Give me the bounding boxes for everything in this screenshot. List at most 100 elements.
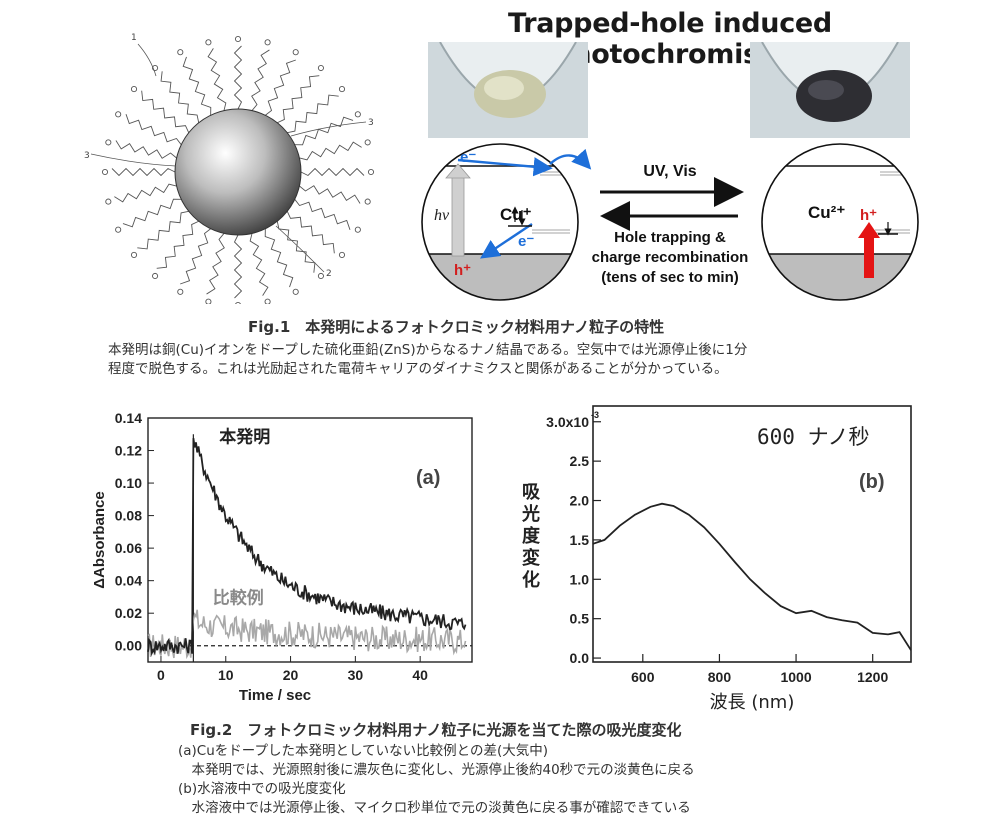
ligand-end-group [205,39,212,46]
series-line-比較例 [147,609,467,660]
ligand-end-group [292,288,299,295]
ligand-end-group [367,168,375,176]
ligand-chain [137,210,189,250]
panel-title: Trapped-hole induced photochromism [508,8,832,70]
fig1-title: Fig.1 本発明によるフォトクロミック材料用ナノ粒子の特性 [248,318,665,336]
y-tick-label: 0.06 [115,540,142,556]
y-tick-label: 0.14 [115,410,142,426]
label-e-bottom: e⁻ [518,233,534,250]
ligand-chain [251,49,270,111]
leader-line-1 [137,43,157,77]
fig1-caption-line2: 程度で脱色する。これは光励起された電荷キャリアのダイナミクスと関係があることが分… [108,361,728,377]
y-axis-label-char: 変 [522,547,540,569]
ligand-end-group [177,49,184,56]
fig2-caption-line3: (b)水溶液中での吸光度変化 [178,781,346,797]
illust-label-1: 1 [131,33,137,43]
ligand-chain [294,199,351,230]
x-tick-label: 0 [157,667,165,683]
y-tick-label: 2.0 [570,493,590,509]
y-tick-label: 0.00 [115,638,142,654]
label-cu2-plus: Cu²⁺ [808,203,845,222]
ligand-end-group [292,49,299,56]
annotation-time: 600 ナノ秒 [757,425,870,449]
ligand-chain [264,228,294,288]
label-hole-trapping-3: (tens of sec to min) [601,269,739,286]
y-axis-label-char: 光 [521,503,540,525]
ligand-end-group [105,139,112,146]
ligand-end-group [130,251,138,258]
y-axis-label-char: 化 [522,569,540,591]
photo-after [750,42,910,138]
y-axis-label: ΔAbsorbance [91,491,108,588]
ligand-end-group [115,226,122,233]
x-tick-label: 20 [283,667,299,683]
y-tick-label: 0.12 [115,443,142,459]
y-tick-label: 0.10 [115,475,142,491]
ligand-end-group [354,226,361,233]
y-tick-label: 2.5 [570,453,590,469]
ligand-chain [299,185,361,204]
ligand-end-group [264,298,271,304]
ligand-end-group [264,39,271,46]
x-tick-label: 30 [348,667,364,683]
fig1-caption-line1: 本発明は銅(Cu)イオンをドープした硫化亜鉛(ZnS)からなるナノ結晶である。空… [108,342,748,358]
ligand-chain [299,141,362,161]
ligand-chain [115,140,177,159]
ligand-end-group [101,168,109,176]
ligand-chain [182,56,212,116]
y-tick-label: 0.04 [115,573,142,589]
ligand-end-group [364,139,371,146]
y-tick-label: 3.0x10 [546,414,589,430]
ligand-chain [122,198,182,228]
x-tick-label: 10 [218,667,234,683]
ligand-chain [160,71,200,123]
fig2-caption-line1: (a)Cuをドープした本発明としていない比較例との差(大気中) [178,743,548,759]
panel-label-a: (a) [416,467,440,489]
nanoparticle-illustration: 1 3 3 2 [84,33,375,304]
y-tick-label: 1.0 [570,571,590,587]
illust-label-2: 2 [326,269,332,279]
chart-a: 0.00 0.02 0.04 0.06 0.08 0.10 0.12 0.14 0 10 20 30 4… [91,410,473,704]
y-tick-label: 0.08 [115,508,142,524]
ligand-end-group [130,86,138,93]
ligand-chain [300,167,365,177]
ligand-chain [249,233,269,296]
x-tick-label: 600 [631,669,655,685]
ligand-chain [206,233,225,295]
band-diagram: e⁻ hv Cu⁺ e⁻ h⁺ UV, Vis Hole trapping & … [421,143,919,301]
ligand-chain [114,183,177,203]
ligand-end-group [177,288,184,295]
ligand-chain [276,221,316,273]
fig2-caption-line4: 水溶液中では光源停止後、マイクロ秒単位で元の淡黄色に戻る事が確認できている [178,800,691,816]
label-h-plus-left: h⁺ [454,262,471,279]
ligand-chain [287,94,339,134]
label-hole-trapping-1: Hole trapping & [614,229,726,246]
right-band-circle [762,144,918,300]
x-axis-label: 波長 (nm) [710,692,795,713]
leader-line-2 [275,225,325,273]
plot-frame [592,405,912,663]
chart-b: 0.0 0.5 1.0 1.5 2.0 2.5 3.0x10 -3 600 800 1000 1200… [521,405,912,713]
ligand-end-group [152,64,159,72]
ligand-end-group [338,251,346,258]
panel-label-b: (b) [859,471,885,493]
ligand-chain [294,116,354,146]
ligand-end-group [234,35,242,43]
y-exponent: -3 [591,410,599,420]
ligand-chain [156,220,199,269]
illust-label-3a: 3 [84,151,90,161]
x-tick-label: 1000 [780,669,811,685]
ligand-end-group [235,301,241,304]
ligand-chain [286,211,335,254]
x-tick-label: 1200 [857,669,888,685]
ligand-end-group [338,86,346,93]
ligand-end-group [115,111,122,118]
x-axis-label: Time / sec [239,687,311,704]
ligand-chain [141,90,190,133]
series-line-本発明 [147,437,467,657]
label-hv: hv [434,207,450,224]
ligand-chain [265,59,296,116]
ligand-end-group [317,64,324,72]
series-label-main: 本発明 [219,426,270,447]
ligand-end-group [105,198,112,205]
